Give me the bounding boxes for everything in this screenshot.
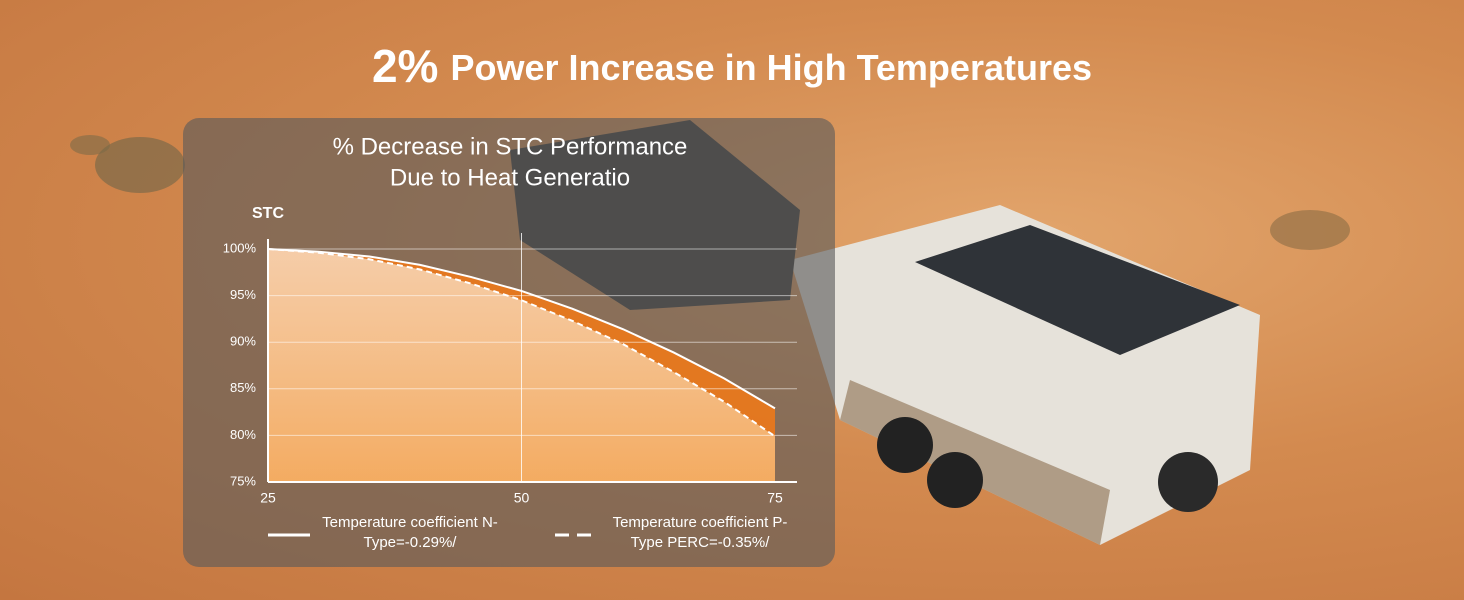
legend-label: Temperature coefficient P-Type PERC=-0.3… — [612, 514, 788, 551]
series-line — [267, 248, 776, 438]
headline-text: Power Increase in High Temperatures — [450, 47, 1092, 88]
x-tick-label: 75 — [767, 490, 783, 506]
y-tick-label: 85% — [230, 380, 256, 395]
y-tick-label: 90% — [230, 334, 256, 349]
series-line — [267, 248, 776, 410]
y-axis-label: STC — [252, 205, 284, 222]
y-tick-label: 100% — [223, 240, 257, 255]
chart-title: % Decrease in STC Performance — [333, 133, 688, 160]
x-tick-label: 25 — [260, 490, 276, 506]
y-tick-label: 95% — [230, 287, 256, 302]
headline-emphasis: 2% — [372, 40, 438, 92]
legend-label: Temperature coefficient N-Type=-0.29%/ — [322, 514, 498, 551]
x-tick-label: 50 — [514, 490, 530, 506]
y-tick-label: 75% — [230, 473, 256, 488]
headline: 2% Power Increase in High Temperatures — [372, 40, 1092, 92]
y-tick-label: 80% — [230, 427, 256, 442]
chart-title: Due to Heat Generatio — [390, 164, 630, 191]
